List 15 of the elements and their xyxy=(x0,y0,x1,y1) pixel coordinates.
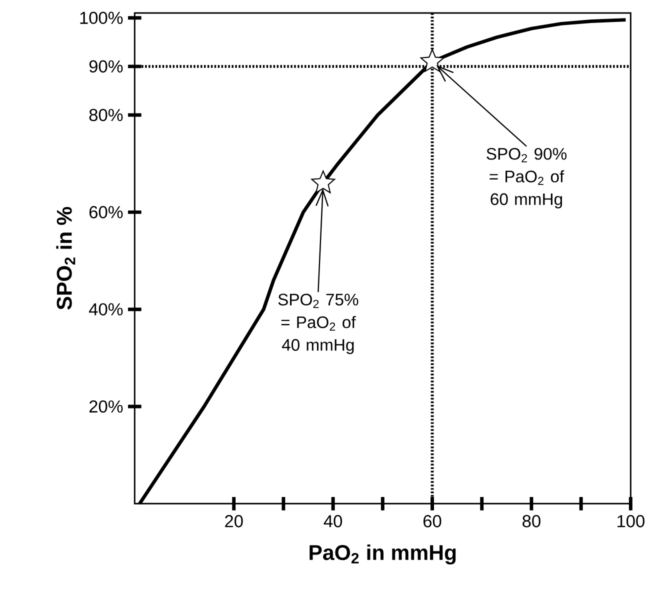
y-tick-label: 60% xyxy=(89,206,123,218)
y-tick-label: 100% xyxy=(80,12,123,24)
annotation: SPO$_{2}$ 75% = PaO$_{2}$ of 40 mmHg xyxy=(278,294,358,354)
x-axis-title: PaO$_{2}$ in mmHg xyxy=(310,544,456,564)
y-tick-label: 20% xyxy=(89,400,123,413)
x-tick-label: 80 xyxy=(522,515,540,528)
x-tick-label: 40 xyxy=(324,515,342,528)
y-tick-label: 40% xyxy=(88,303,123,316)
x-tick-label: 20 xyxy=(225,515,243,528)
x-tick-label: 60 xyxy=(424,515,442,528)
y-tick-label: 80% xyxy=(89,108,123,122)
y-axis-title: SPO$_{2}$ in % xyxy=(56,207,76,310)
y-tick-label: 90% xyxy=(89,60,123,73)
annotation: SPO$_{2}$ 90% = PaO$_{2}$ of 60 mmHg xyxy=(486,148,567,208)
x-tick-label: 100 xyxy=(618,515,644,528)
